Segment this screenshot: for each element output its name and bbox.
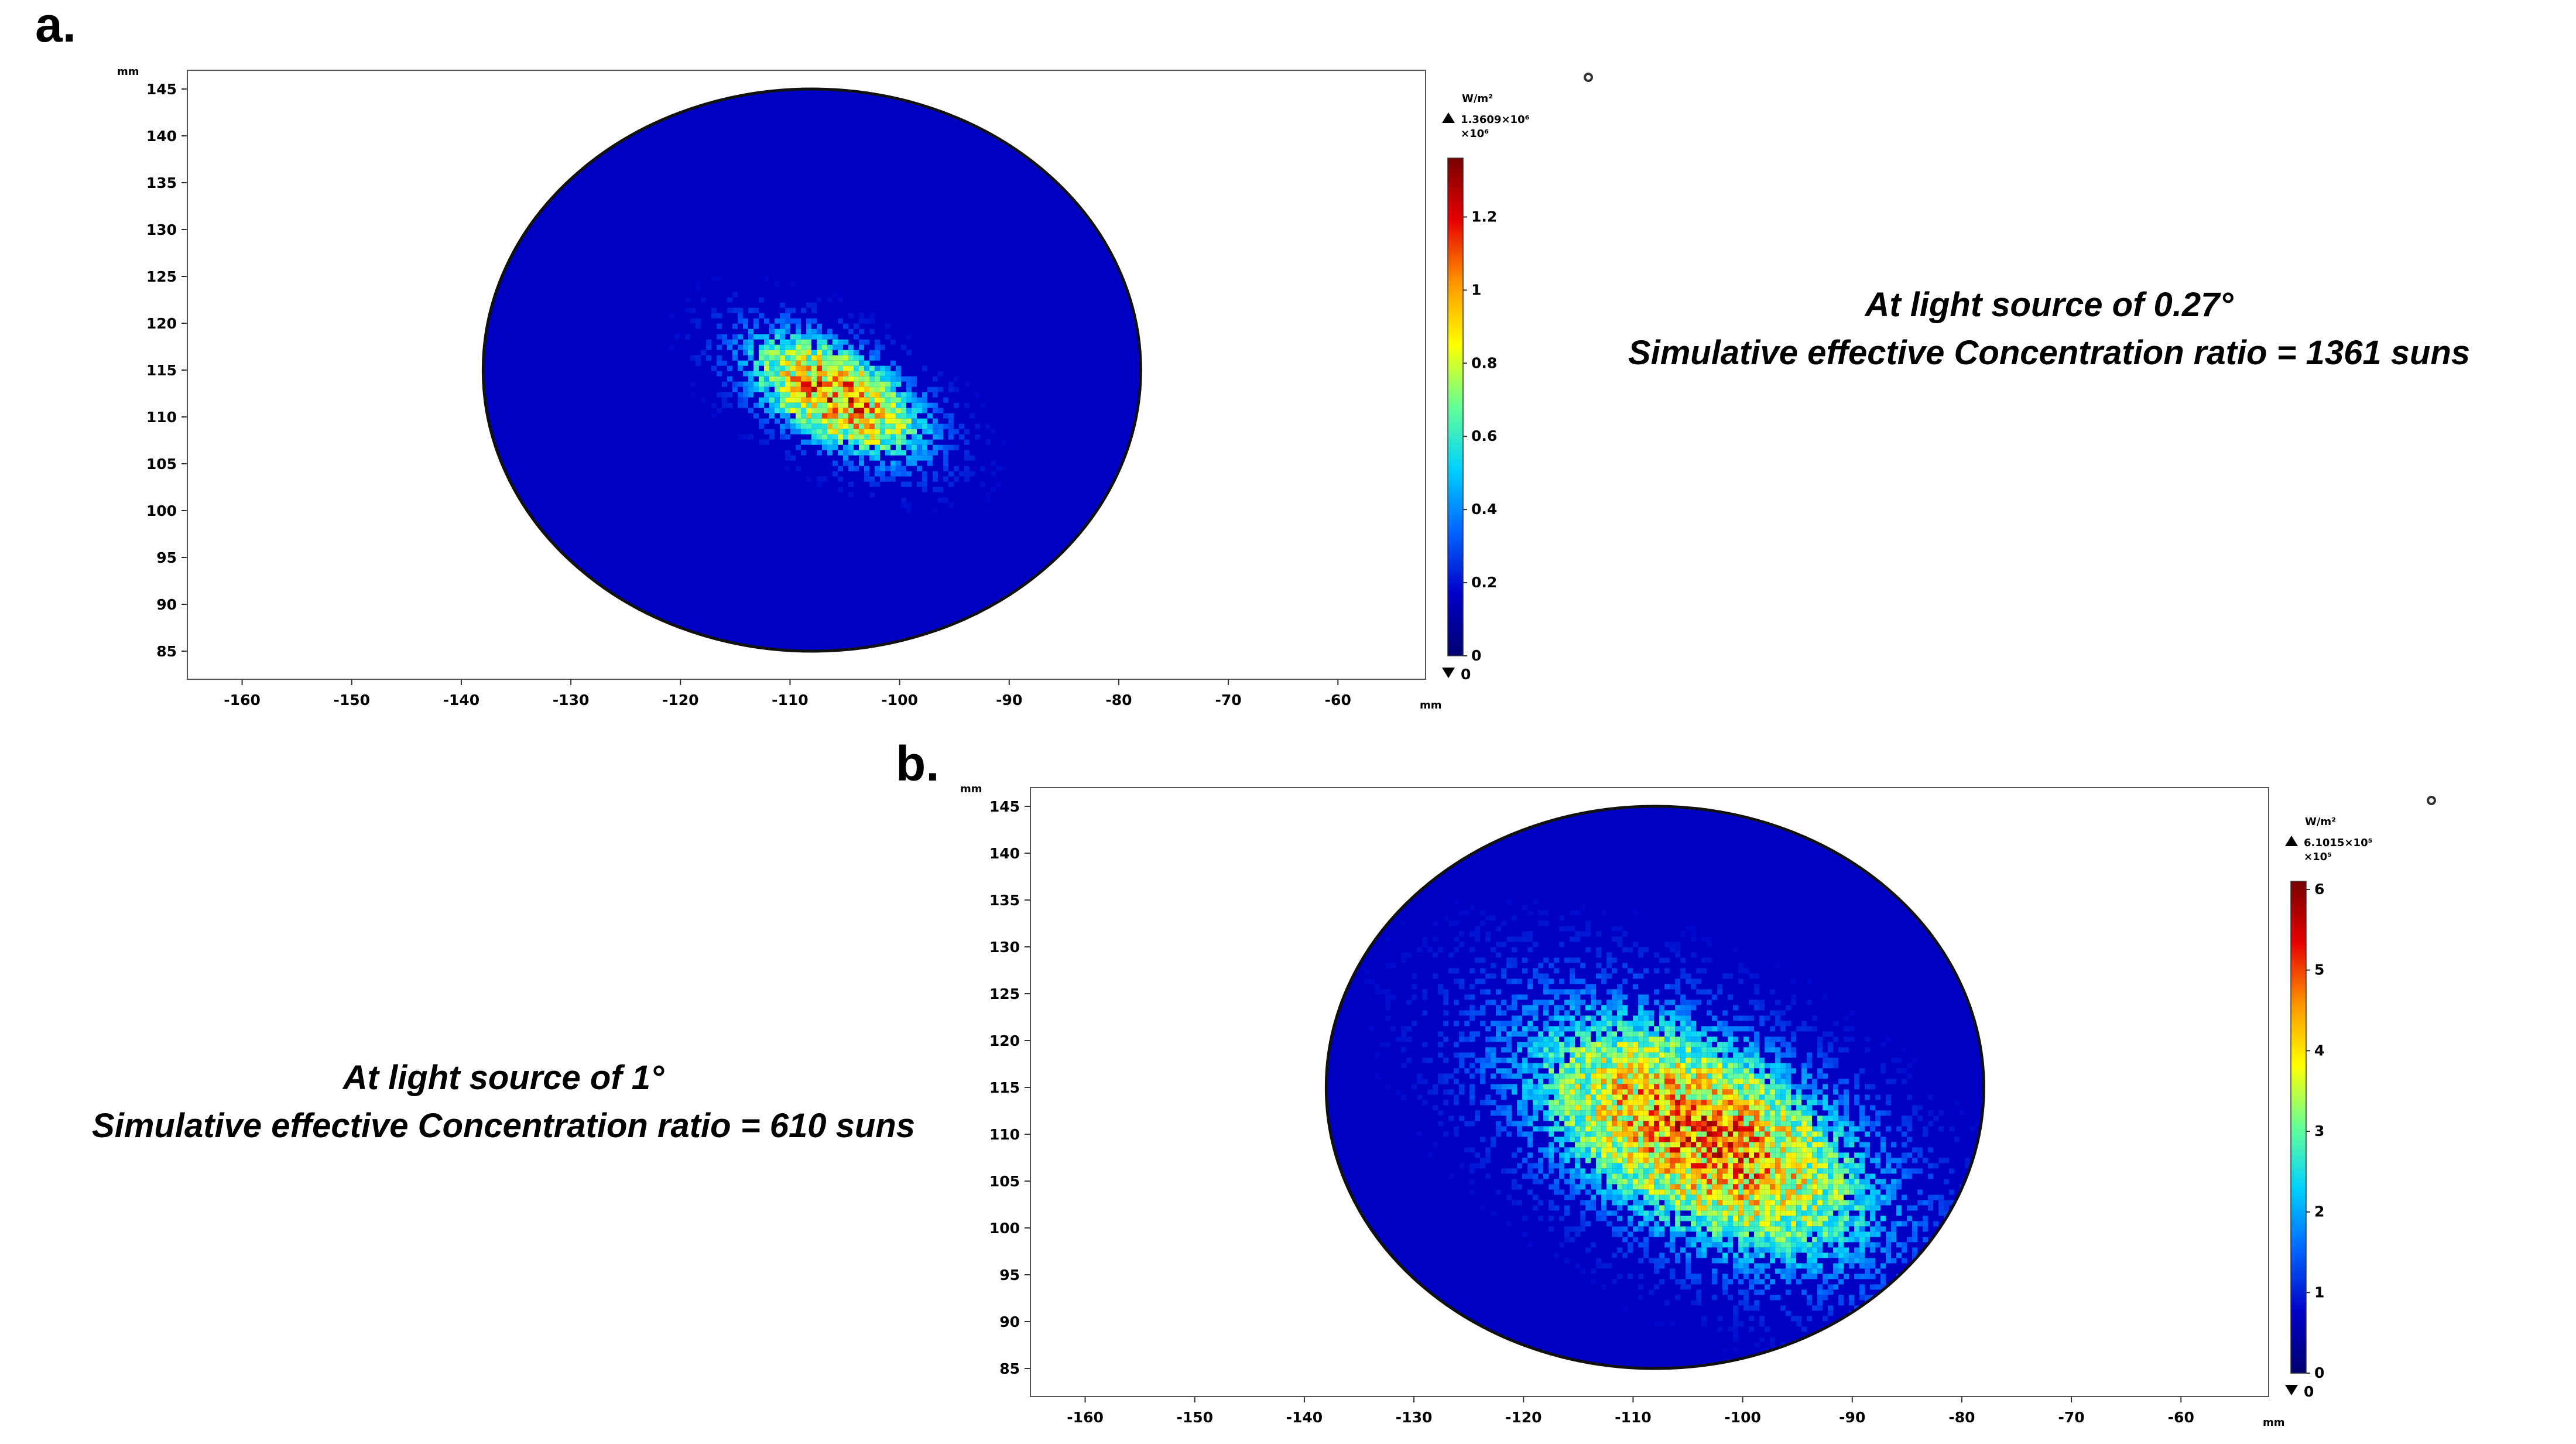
y-unit-label: mm [960,783,982,795]
y-tick-label: 115 [146,362,177,379]
y-tick-label: 130 [146,221,177,238]
flux-spot [1364,899,1984,1368]
x-tick-label: -120 [662,692,699,709]
y-tick-label: 135 [146,174,177,191]
x-tick-label: -140 [443,692,480,709]
colorbar-tick-label: 4 [2314,1042,2324,1059]
x-tick-label: -130 [553,692,590,709]
x-tick-label: -90 [996,692,1022,709]
min-arrow-icon [2285,1385,2298,1395]
min-arrow-icon [1442,668,1455,678]
colorbar-tick-label: 0.2 [1471,574,1497,591]
y-tick-label: 100 [989,1220,1020,1237]
colorbar-max-label: 1.3609×10⁶ [1461,114,1530,126]
x-tick-label: -70 [2058,1409,2085,1426]
x-tick-label: -160 [1067,1409,1104,1426]
flux-spot [669,276,1006,514]
colorbar-tick-label: 6 [2314,881,2324,898]
y-tick-label: 145 [146,81,177,98]
y-tick-label: 105 [146,456,177,473]
panel-a-caption-line1: At light source of 0.27° [1865,286,2234,324]
colorbar-unit-label: W/m² [2305,816,2336,828]
x-tick-label: -60 [2168,1409,2194,1426]
x-tick-label: -100 [1724,1409,1761,1426]
y-tick-label: 135 [989,892,1020,909]
x-unit-label: mm [1420,699,1442,711]
y-tick-label: 120 [146,315,177,332]
receiver-disk-outline [1324,805,1985,1370]
x-tick-label: -130 [1396,1409,1433,1426]
heatmap-chart-b: -160 -150 -140 -130 -120 -110 -100 -90 -80 -70 -60… [960,783,2436,1429]
colorbar-tick-label: 1 [1471,281,1481,298]
x-tick-label: -150 [333,692,370,709]
receiver-disk-outline [481,87,1142,653]
settings-dot-icon [1584,73,1593,82]
panel-a-caption-line2: Simulative effective Concentration ratio… [1628,334,2471,372]
y-tick-label: 85 [999,1360,1020,1377]
y-tick-label: 140 [146,128,177,145]
colorbar-tick-label: 0 [2314,1364,2324,1381]
panel-b-caption: At light source of 1° Simulative effecti… [0,1054,1007,1150]
x-tick-label: -70 [1215,692,1242,709]
colorbar [2290,881,2307,1374]
y-tick-label: 105 [989,1173,1020,1190]
x-tick-label: -140 [1286,1409,1323,1426]
colorbar-tick-label: 1 [2314,1284,2324,1301]
x-tick-label: -110 [772,692,809,709]
x-tick-label: -120 [1505,1409,1542,1426]
y-tick-label: 95 [156,549,177,566]
x-tick-label: -80 [1105,692,1132,709]
x-unit-label: mm [2263,1416,2285,1429]
y-tick-label: 145 [989,798,1020,815]
y-tick-label: 100 [146,502,177,519]
panel-b-caption-line1: At light source of 1° [342,1059,664,1097]
y-tick-label: 125 [146,268,177,285]
colorbar-tick-label: 2 [2314,1203,2324,1220]
panel-b-label: b. [896,736,940,791]
colorbar [1447,158,1464,656]
y-tick-label: 125 [989,986,1020,1002]
colorbar-multiplier: ×10⁶ [1461,128,1489,140]
colorbar-tick-label: 0.4 [1471,501,1497,518]
y-tick-label: 110 [989,1126,1020,1143]
colorbar-tick-label: 0 [1471,647,1481,664]
panel-b-caption-line2: Simulative effective Concentration ratio… [92,1107,915,1145]
y-tick-label: 115 [989,1079,1020,1096]
y-tick-label: 130 [989,939,1020,956]
max-arrow-icon [2285,836,2298,846]
x-tick-label: -100 [881,692,918,709]
y-tick-label: 85 [156,643,177,660]
colorbar-min-label: 0 [2304,1383,2314,1400]
colorbar-tick-label: 0.6 [1471,427,1497,444]
y-tick-label: 110 [146,409,177,426]
colorbar-tick-label: 1.2 [1471,208,1497,225]
max-arrow-icon [1442,112,1455,123]
x-tick-label: -90 [1839,1409,1865,1426]
y-tick-label: 95 [999,1267,1020,1284]
y-tick-label: 90 [999,1313,1020,1330]
heatmap-chart-a: -160 -150 -140 -130 -120 -110 -100 -90 -80 -70 -60… [117,66,1593,711]
panel-a-label: a. [35,0,77,52]
y-tick-label: 120 [989,1032,1020,1049]
colorbar-tick-label: 0.8 [1471,354,1497,371]
colorbar-tick-label: 3 [2314,1123,2324,1140]
x-tick-label: -160 [224,692,261,709]
colorbar-multiplier: ×10⁵ [2304,851,2332,863]
colorbar-unit-label: W/m² [1462,93,1493,105]
x-tick-label: -60 [1325,692,1351,709]
colorbar-tick-label: 5 [2314,961,2324,978]
y-unit-label: mm [117,66,139,78]
colorbar-max-label: 6.1015×10⁵ [2304,837,2372,849]
y-tick-label: 140 [989,845,1020,862]
x-tick-label: -80 [1948,1409,1975,1426]
panel-a-caption: At light source of 0.27° Simulative effe… [1534,281,2564,377]
settings-dot-icon [2427,796,2436,805]
x-tick-label: -150 [1176,1409,1213,1426]
x-tick-label: -110 [1615,1409,1652,1426]
colorbar-min-label: 0 [1461,666,1471,683]
y-tick-label: 90 [156,596,177,613]
